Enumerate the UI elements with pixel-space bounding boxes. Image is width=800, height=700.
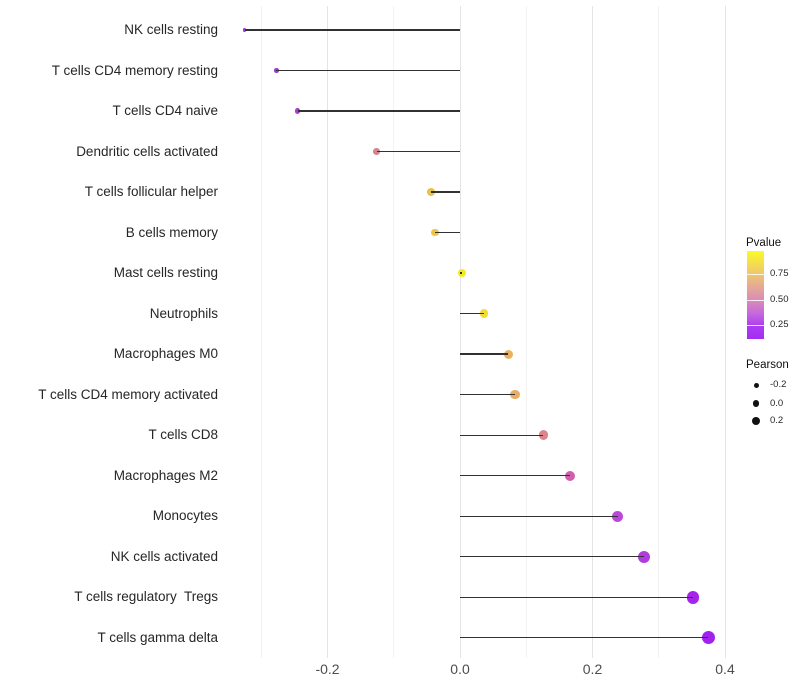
x-gridline-major	[592, 6, 593, 658]
y-axis-label: T cells CD4 memory resting	[51, 62, 218, 78]
lollipop-stem	[460, 353, 509, 355]
pearson-legend-title: Pearson	[746, 359, 789, 371]
y-axis-label: Dendritic cells activated	[76, 143, 218, 159]
y-axis-label: T cells CD4 memory activated	[38, 386, 218, 402]
lollipop-stem	[460, 556, 645, 558]
lollipop-stem	[460, 272, 462, 274]
y-axis-label: Mast cells resting	[113, 265, 218, 281]
y-axis-label: Macrophages M2	[113, 467, 218, 483]
lollipop-stem	[460, 637, 709, 639]
colorbar-tick-label: 0.25	[770, 319, 789, 330]
x-axis-tick-label: 0.4	[715, 661, 735, 677]
x-axis-tick-label: 0.0	[450, 661, 470, 677]
size-legend-label: 0.2	[770, 414, 784, 426]
lollipop-stem	[244, 29, 460, 31]
y-axis-label: B cells memory	[125, 224, 218, 240]
size-legend-dot	[752, 416, 760, 425]
y-axis-label: NK cells resting	[124, 22, 218, 37]
x-gridline-minor	[393, 6, 395, 658]
x-gridline-major	[724, 6, 726, 658]
lollipop-stem	[460, 475, 570, 477]
lollipop-stem	[460, 596, 694, 598]
lollipop-dot	[295, 108, 301, 114]
colorbar-tick-mark	[747, 274, 764, 275]
lollipop-dot	[686, 590, 700, 604]
lollipop-dot	[503, 349, 513, 359]
y-axis-label: T cells regulatory Tregs	[74, 589, 218, 605]
y-axis-label: Neutrophils	[149, 305, 218, 321]
lollipop-stem	[460, 312, 484, 315]
colorbar-tick-mark	[747, 325, 764, 326]
y-axis-label: T cells CD8	[148, 427, 218, 443]
size-legend-label: -0.2	[770, 379, 787, 390]
pvalue-colorbar	[747, 251, 764, 339]
lollipop-stem	[376, 150, 460, 153]
lollipop-stem	[297, 110, 460, 112]
colorbar-tick-label: 0.50	[770, 294, 789, 305]
y-axis-label: Monocytes	[152, 508, 218, 524]
y-axis-label: NK cells activated	[110, 548, 218, 564]
x-gridline-major	[459, 6, 461, 658]
size-legend-label: 0.0	[770, 397, 784, 409]
pvalue-legend-title: Pvalue	[746, 237, 782, 249]
lollipop-stem	[430, 191, 460, 193]
lollipop-stem	[460, 515, 618, 517]
y-axis-label: Macrophages M0	[113, 346, 218, 362]
x-gridline-minor	[260, 6, 262, 658]
x-gridline-minor	[525, 6, 527, 658]
y-axis-label: T cells CD4 naive	[112, 103, 218, 119]
size-legend-dot	[753, 382, 759, 388]
x-axis-tick-label: 0.2	[582, 661, 603, 677]
lollipop-dot	[638, 550, 651, 563]
lollipop-stem	[460, 434, 544, 436]
lollipop-stem	[434, 231, 460, 234]
colorbar-tick-mark	[747, 300, 764, 301]
colorbar-tick-label: 0.75	[770, 268, 789, 279]
lollipop-dot	[242, 28, 247, 32]
size-legend-dot	[752, 400, 760, 407]
x-axis-tick-label: -0.2	[315, 661, 340, 677]
lollipop-stem	[276, 69, 460, 72]
x-gridline-minor	[658, 6, 660, 658]
y-axis-label: T cells follicular helper	[84, 184, 218, 200]
x-gridline-major	[327, 6, 328, 658]
lollipop-stem	[460, 393, 515, 396]
y-axis-label: T cells gamma delta	[97, 629, 218, 645]
